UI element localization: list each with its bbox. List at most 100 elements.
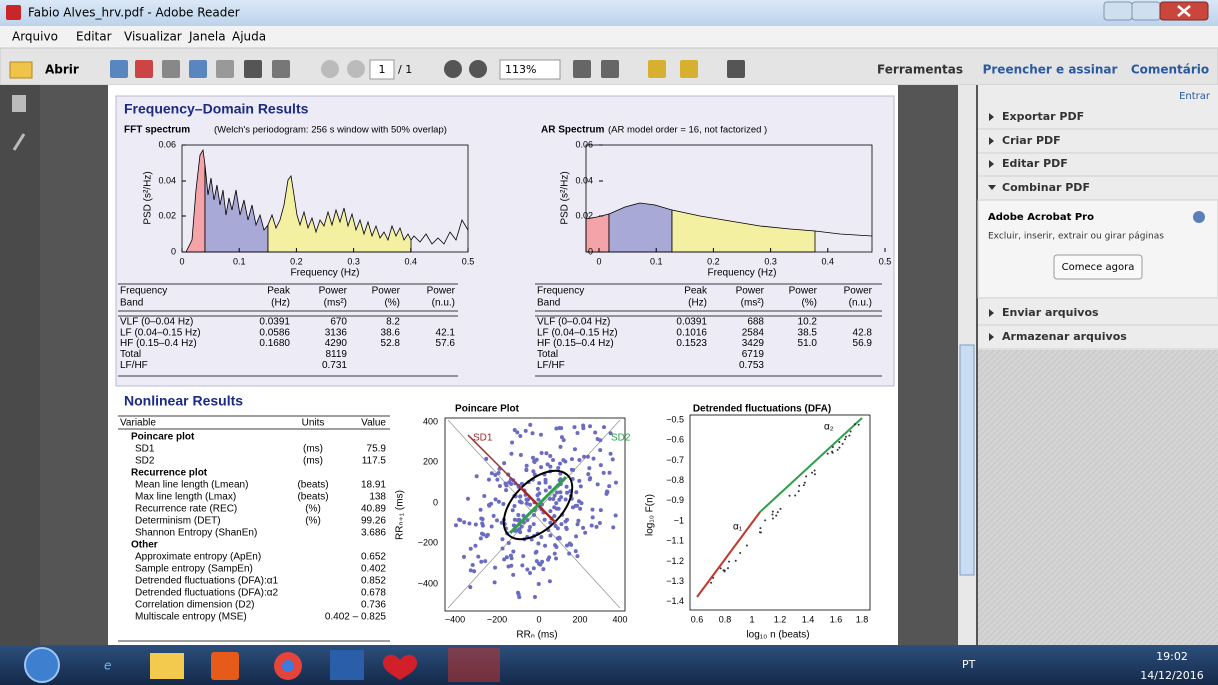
scatter-dot: [541, 567, 545, 571]
ie-icon[interactable]: e: [104, 659, 111, 673]
toolbar-icons-part[interactable]: [272, 60, 290, 78]
taskbar-apps-part[interactable]: [330, 650, 364, 680]
section-header[interactable]: Armazenar arquivos: [1002, 330, 1127, 343]
app-icon: [6, 5, 21, 20]
toolbar-icons-part[interactable]: [680, 60, 698, 78]
table-header: Power: [372, 286, 401, 297]
toolbar-icons-part[interactable]: [601, 60, 619, 78]
taskbar-apps-part[interactable]: [150, 653, 184, 679]
scatter-dot: [598, 448, 602, 452]
section-header[interactable]: Editar PDF: [1002, 157, 1068, 170]
scatter-dot: [567, 552, 571, 556]
table-cell: 0.0391: [259, 317, 290, 328]
table-cell: 42.1: [436, 327, 456, 338]
taskbar-apps-part[interactable]: [211, 652, 239, 680]
scatter-dot: [586, 455, 590, 459]
dfa-dot: [814, 470, 816, 472]
pages-icon[interactable]: [12, 95, 26, 112]
comment-button[interactable]: Comentário: [1131, 63, 1209, 77]
scatter-dot: [494, 497, 498, 501]
scatter-dot: [571, 468, 575, 472]
variable-units: (beats): [297, 480, 328, 491]
toolbar-icons-part[interactable]: [321, 60, 339, 78]
section-header[interactable]: Combinar PDF: [1002, 181, 1090, 194]
start-button-label[interactable]: Comece agora: [1062, 262, 1135, 273]
scatter-dot: [602, 425, 606, 429]
scatter-dot: [516, 513, 520, 517]
toolbar-icons-part[interactable]: [573, 60, 591, 78]
menu-item[interactable]: Editar: [76, 30, 112, 44]
table-cell: 38.6: [381, 327, 401, 338]
language-indicator[interactable]: PT: [962, 658, 976, 671]
toolbar-icons-part[interactable]: [162, 60, 180, 78]
scatter-dot: [543, 518, 547, 522]
scatter-dot: [599, 508, 603, 512]
taskbar-apps-part[interactable]: [282, 660, 294, 672]
product-name: Adobe Acrobat Pro: [988, 212, 1094, 223]
scatter-dot: [528, 571, 532, 575]
menu-item[interactable]: Visualizar: [124, 30, 182, 44]
toolbar-icons-part[interactable]: [189, 60, 207, 78]
scatter-dot: [502, 557, 506, 561]
maximize-button[interactable]: [1132, 2, 1160, 20]
scatter-dot: [490, 525, 494, 529]
taskbar-apps-part[interactable]: [448, 648, 500, 682]
toolbar-icons-part[interactable]: [216, 60, 234, 78]
table-cell: LF/HF: [120, 360, 148, 371]
section-header[interactable]: Exportar PDF: [1002, 110, 1084, 123]
table-cell: LF/HF: [537, 360, 565, 371]
table-header: (Hz): [688, 298, 707, 309]
sign-in-link[interactable]: Entrar: [1179, 91, 1211, 102]
toolbar-icons-part[interactable]: [110, 60, 128, 78]
table-cell: 0.0391: [676, 317, 707, 328]
scatter-dot: [575, 554, 579, 558]
variable-name: Detrended fluctuations (DFA):α1: [135, 576, 279, 587]
scatter-dot: [520, 563, 524, 567]
scatter-dot: [517, 595, 521, 599]
variable-value: 0.852: [361, 576, 386, 587]
scatter-dot: [518, 434, 522, 438]
scatter-dot: [548, 485, 552, 489]
section-header[interactable]: Criar PDF: [1002, 134, 1061, 147]
x-axis-label: Frequency (Hz): [291, 268, 360, 279]
menu-item[interactable]: Janela: [188, 30, 226, 44]
table-cell: 3136: [325, 327, 348, 338]
variable-units: (ms): [303, 456, 323, 467]
scatter-dot: [484, 457, 488, 461]
scatter-dot: [511, 573, 515, 577]
toolbar-icons-part[interactable]: [347, 60, 365, 78]
scroll-thumb[interactable]: [960, 345, 974, 575]
variable-name: Max line length (Lmax): [135, 492, 236, 503]
menu-item[interactable]: Ajuda: [232, 30, 266, 44]
toolbar-icons-part[interactable]: [469, 60, 487, 78]
dfa-dot: [777, 511, 779, 513]
scatter-dot: [592, 457, 596, 461]
scatter-dot: [544, 488, 548, 492]
toolbar-icons-part[interactable]: [727, 60, 745, 78]
open-button[interactable]: Abrir: [45, 63, 79, 77]
section-header[interactable]: Enviar arquivos: [1002, 306, 1099, 319]
scatter-dot: [524, 429, 528, 433]
open-icon[interactable]: [10, 62, 32, 78]
toolbar-icons-part[interactable]: [444, 60, 462, 78]
variable-value: 138: [369, 492, 386, 503]
group-title: Poincare plot: [131, 432, 195, 443]
toolbar-icons-part[interactable]: [244, 60, 262, 78]
dfa-dot: [848, 435, 850, 437]
scatter-dot: [462, 520, 466, 524]
tools-button[interactable]: Ferramentas: [877, 63, 963, 77]
scatter-dot: [518, 530, 522, 534]
fill-sign-button[interactable]: Preencher e assinar: [983, 63, 1118, 77]
dfa-dot: [739, 552, 741, 554]
toolbar-icons-part[interactable]: [648, 60, 666, 78]
scatter-dot: [469, 568, 473, 572]
scatter-dot: [509, 452, 513, 456]
toolbar-icons-part[interactable]: [135, 60, 153, 78]
table-header: (ms²): [741, 298, 764, 309]
x-tick-label: 1.4: [802, 614, 815, 624]
menu-item[interactable]: Arquivo: [12, 30, 58, 44]
x-tick-label: 0.1: [650, 256, 663, 266]
scatter-dot: [599, 463, 603, 467]
minimize-button[interactable]: [1104, 2, 1132, 20]
taskbar-apps-part[interactable]: [25, 648, 59, 682]
